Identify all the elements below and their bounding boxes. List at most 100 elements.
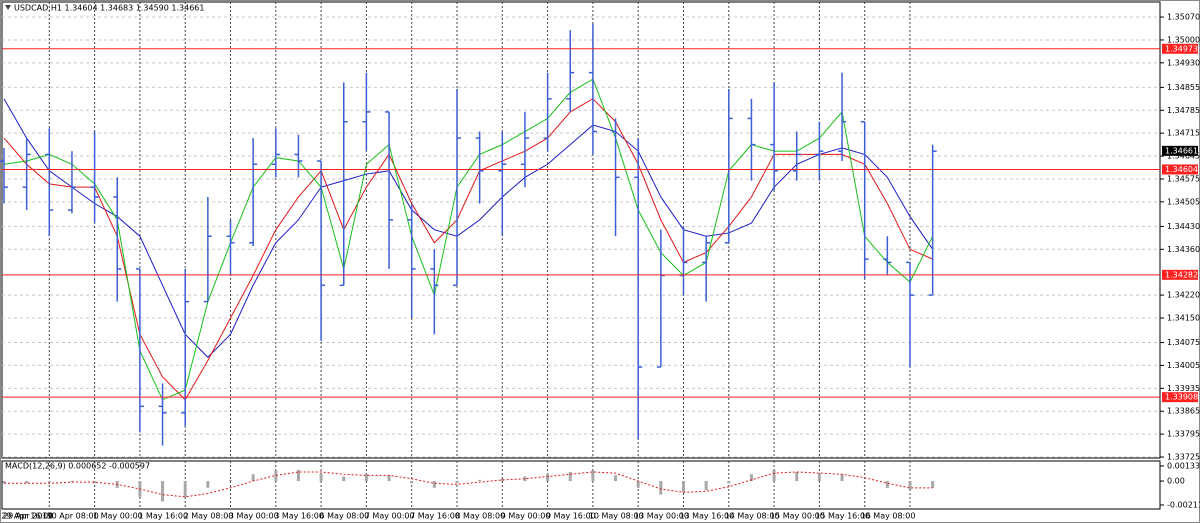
macd-bar [772, 469, 776, 482]
macd-bar [2, 481, 6, 484]
main-panel [1, 1, 1161, 459]
y-tick-label: 1.34075 [1167, 338, 1200, 347]
macd-bar [342, 476, 346, 482]
x-tick-label: 15 May 16:00 [815, 512, 870, 521]
macd-bar [161, 481, 165, 502]
macd-bar [478, 479, 482, 482]
y-tick-label: 0.00 [1167, 477, 1185, 486]
macd-bar [500, 478, 504, 482]
macd-bar [931, 481, 935, 488]
y-tick-label: 1.34930 [1167, 58, 1200, 67]
x-tick-label: 14 May 08:00 [725, 512, 780, 521]
x-tick-label: 9 May 16:00 [546, 512, 596, 521]
y-tick-label: 1.33865 [1167, 407, 1200, 416]
macd-bar [251, 474, 255, 482]
x-tick-label: 8 May 08:00 [455, 512, 505, 521]
x-tick-label: 13 May 16:00 [679, 512, 734, 521]
y-tick-label: 1.34785 [1167, 106, 1200, 115]
y-tick-label: 1.34855 [1167, 83, 1200, 92]
level-label-box [1162, 269, 1198, 280]
level-label-box [1162, 392, 1198, 403]
x-tick-label: 10 May 08:00 [589, 512, 644, 521]
macd-bar [614, 475, 618, 482]
x-tick-label: 3 May 00:00 [229, 512, 279, 521]
macd-bar [70, 481, 74, 483]
chart-title: USDCAD,H1 1.34604 1.34683 1.34590 1.3466… [14, 4, 204, 13]
last-price-label: 1.34661 [1165, 146, 1198, 155]
moving-average-line [3, 78, 934, 401]
macd-bar [25, 481, 29, 484]
y-tick-label: 1.34005 [1167, 361, 1200, 370]
macd-bar [704, 481, 708, 491]
macd-signal-line [4, 471, 933, 498]
y-tick-label: 1.35070 [1167, 13, 1200, 22]
macd-bar [183, 481, 187, 497]
level-label-box [1162, 164, 1198, 175]
macd-bar [795, 471, 799, 482]
level-label: 1.34282 [1165, 270, 1198, 279]
macd-bar [863, 481, 867, 482]
moving-average-line [3, 98, 934, 358]
y-tick-label: 1.34430 [1167, 222, 1200, 231]
x-tick-label: 29 Apr 16:00 [1, 512, 53, 521]
macd-bar [568, 471, 572, 482]
macd-panel [1, 460, 1161, 510]
x-tick-label: 13 May 00:00 [634, 512, 689, 521]
macd-bar [364, 474, 368, 482]
x-tick-label: 6 May 08:00 [320, 512, 370, 521]
x-tick-label: 2 May 08:00 [184, 512, 234, 521]
y-tick-label: 1.34715 [1167, 129, 1200, 138]
macd-bar [908, 481, 912, 491]
macd-bar [817, 474, 821, 482]
macd-bar [410, 481, 414, 484]
macd-bar [659, 481, 663, 495]
level-label: 1.34604 [1165, 165, 1198, 174]
y-tick-label: -0.002114 [1167, 500, 1200, 509]
x-tick-label: 1 May 00:00 [93, 512, 143, 521]
level-label: 1.33908 [1165, 393, 1198, 402]
macd-bar [591, 470, 595, 482]
macd-bar [93, 481, 97, 484]
y-tick-label: 1.34575 [1167, 174, 1200, 183]
macd-bar [387, 475, 391, 482]
x-tick-label: 30 Apr 08:00 [47, 512, 99, 521]
moving-average-line [3, 98, 933, 401]
y-tick-label: 1.34645 [1167, 152, 1200, 161]
y-tick-label: 1.33795 [1167, 430, 1200, 439]
macd-bar [749, 474, 753, 482]
y-tick-label: 1.34360 [1167, 245, 1200, 254]
x-tick-label: 3 May 16:00 [274, 512, 324, 521]
macd-bar [682, 481, 685, 493]
macd-bar [727, 481, 731, 484]
y-tick-label: 1.34150 [1167, 313, 1200, 322]
macd-bar [885, 481, 889, 488]
x-tick-label: 16 May 08:00 [861, 512, 916, 521]
x-tick-label: 7 May 00:00 [365, 512, 415, 521]
x-tick-label: 15 May 00:00 [770, 512, 825, 521]
macd-bar [546, 474, 550, 482]
x-tick-label: 7 May 16:00 [410, 512, 460, 521]
macd-bar [47, 481, 51, 483]
macd-bar [636, 481, 640, 488]
y-tick-label: 1.34505 [1167, 197, 1200, 206]
y-tick-label: 0.001333 [1167, 461, 1200, 470]
level-label-box [1162, 43, 1198, 54]
x-tick-label: 29 Apr 2019 [3, 512, 52, 521]
last-price-box [1162, 145, 1198, 156]
macd-bar [319, 474, 323, 482]
macd-bar [274, 470, 278, 482]
y-tick-label: 1.35000 [1167, 35, 1200, 44]
level-label: 1.34973 [1165, 44, 1198, 53]
y-tick-label: 1.33725 [1167, 453, 1200, 462]
panel-icon [5, 5, 11, 10]
macd-bar [206, 481, 210, 488]
y-tick-label: 1.34220 [1167, 291, 1200, 300]
macd-bar [840, 474, 844, 482]
x-tick-label: 1 May 16:00 [138, 512, 188, 521]
macd-bar [229, 479, 232, 482]
macd-title: MACD(12,26,9) 0.000652 -0.000597 [5, 462, 150, 471]
macd-bar [523, 476, 527, 482]
macd-bar [432, 481, 436, 488]
